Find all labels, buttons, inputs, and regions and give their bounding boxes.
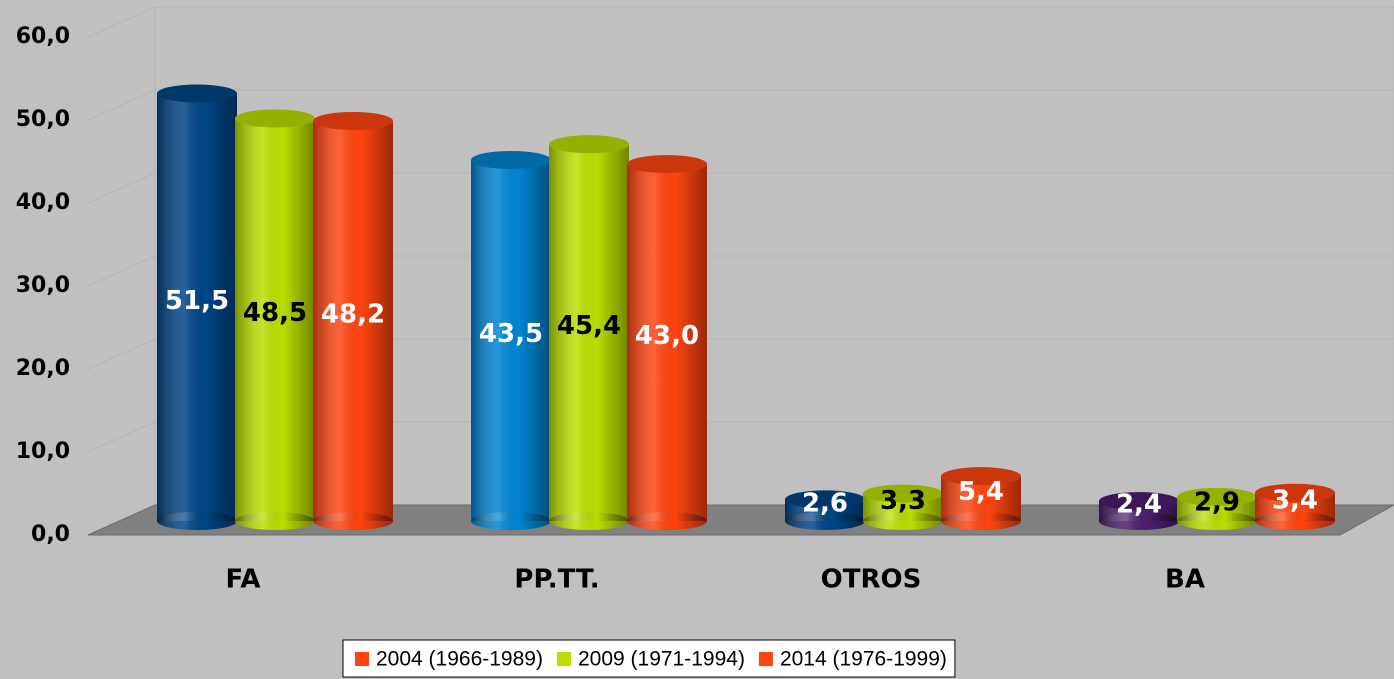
- grid-line: [87, 255, 156, 287]
- bar-shade: [157, 93, 237, 522]
- bar: [863, 484, 943, 530]
- bar-top-shade: [863, 484, 943, 503]
- value-label: 3,4: [1272, 485, 1318, 515]
- bar: [1177, 487, 1257, 530]
- bar-top-shade: [549, 135, 629, 154]
- value-label: 48,2: [321, 299, 385, 329]
- grid-line: [87, 338, 156, 370]
- y-tick-label: 40,0: [16, 190, 70, 215]
- bar-base-shade: [471, 512, 551, 530]
- bar-top-shade: [785, 490, 865, 509]
- bar-top-shade: [471, 150, 551, 169]
- y-tick-label: 0,0: [31, 522, 70, 547]
- value-label: 48,5: [243, 298, 307, 328]
- bar: [471, 150, 551, 530]
- value-label: 3,3: [880, 486, 926, 516]
- bar: [941, 467, 1021, 530]
- value-label: 45,4: [557, 311, 621, 341]
- grid-line: [87, 421, 156, 453]
- value-label: 5,4: [958, 477, 1004, 507]
- bar-base-shade: [785, 512, 865, 530]
- bar: [157, 84, 237, 530]
- bar-shade: [313, 120, 393, 521]
- value-label: 2,9: [1194, 487, 1240, 517]
- bar-top: [1177, 487, 1257, 506]
- bar-top-shade: [235, 109, 315, 128]
- value-label: 51,5: [165, 286, 229, 316]
- y-tick-label: 30,0: [16, 273, 70, 298]
- legend-swatch: [556, 652, 571, 666]
- bar: [627, 155, 707, 530]
- y-tick-label: 60,0: [16, 24, 70, 49]
- bar-top: [1255, 483, 1335, 502]
- x-tick-label: BA: [1165, 565, 1205, 595]
- bar-top: [313, 111, 393, 130]
- bar-base-shade: [863, 512, 943, 530]
- bar-top-shade: [627, 155, 707, 174]
- bar-shade: [627, 164, 707, 521]
- bar-top-shade: [941, 467, 1021, 486]
- x-tick-label: OTROS: [821, 565, 922, 595]
- bar-top: [235, 109, 315, 128]
- bar-top: [785, 490, 865, 509]
- bar: [549, 135, 629, 530]
- grid-line: [87, 6, 156, 38]
- bar: [1255, 483, 1335, 530]
- grid-line: [87, 172, 156, 204]
- bar-top-shade: [1177, 487, 1257, 506]
- grid-line: [87, 89, 156, 121]
- x-tick-label: PP.TT.: [514, 565, 599, 595]
- legend-box: [342, 639, 956, 678]
- bar-top-shade: [313, 111, 393, 130]
- x-tick-label: FA: [226, 565, 261, 595]
- bar: [313, 111, 393, 530]
- bar-top: [549, 135, 629, 154]
- legend-swatch: [758, 652, 773, 666]
- value-label: 2,6: [802, 489, 848, 519]
- legend: 2004 (1966-1989) 2009 (1971-1994) 2014 (19…: [342, 639, 956, 678]
- legend-label: 2004 (1966-1989): [376, 648, 543, 671]
- y-tick-label: 50,0: [16, 107, 70, 132]
- bar-top-shade: [1255, 483, 1335, 502]
- bar: [785, 490, 865, 530]
- bar: [235, 109, 315, 530]
- bar-base-shade: [627, 512, 707, 530]
- value-label: 2,4: [1116, 490, 1162, 520]
- bar-shade: [471, 159, 551, 521]
- bar-base-shade: [1177, 512, 1257, 530]
- value-label: 43,0: [635, 321, 699, 351]
- y-tick-label: 20,0: [16, 356, 70, 381]
- bar-top-shade: [1099, 492, 1179, 511]
- legend-label: 2009 (1971-1994): [578, 648, 745, 671]
- bar-top: [627, 155, 707, 174]
- bar-base-shade: [313, 512, 393, 530]
- bar-top: [471, 150, 551, 169]
- bar-top: [863, 484, 943, 503]
- bar-shade: [235, 118, 315, 521]
- bar-top: [1099, 492, 1179, 511]
- bar-base-shade: [235, 512, 315, 530]
- bar-base-shade: [157, 512, 237, 530]
- bar-top: [157, 84, 237, 103]
- bar-shade: [549, 144, 629, 521]
- floor: [87, 504, 1394, 536]
- bar-base-shade: [1099, 512, 1179, 530]
- legend-label: 2014 (1976-1999): [780, 648, 947, 671]
- bar-base-shade: [549, 512, 629, 530]
- value-label: 43,5: [479, 319, 543, 349]
- bar: [1099, 492, 1179, 530]
- bar-base-shade: [1255, 512, 1335, 530]
- legend-swatch: [355, 652, 369, 666]
- y-tick-label: 10,0: [16, 439, 70, 464]
- bar-top: [941, 467, 1021, 486]
- bar-top-shade: [157, 84, 237, 103]
- bar-base-shade: [941, 512, 1021, 530]
